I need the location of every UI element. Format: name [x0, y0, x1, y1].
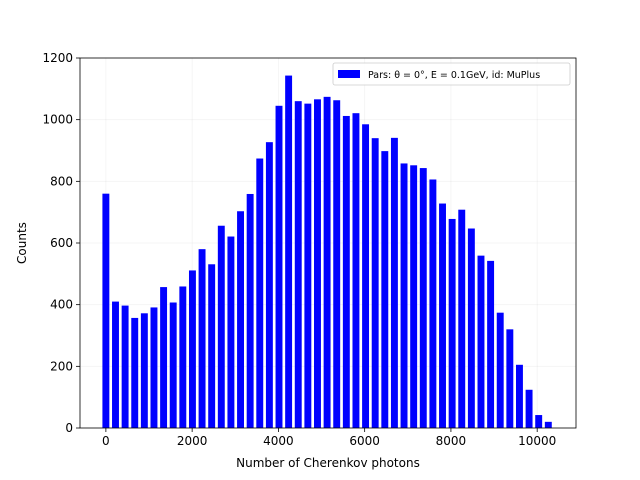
histogram-bar [140, 313, 148, 428]
histogram-bar [131, 317, 139, 428]
histogram-bar [419, 168, 427, 428]
histogram-bar [362, 124, 370, 429]
histogram-bar [169, 302, 177, 428]
histogram-bar [304, 103, 312, 428]
histogram-bar [371, 138, 379, 428]
histogram-bar [544, 421, 552, 428]
legend-label: Pars: θ = 0°, E = 0.1GeV, id: MuPlus [368, 70, 540, 81]
histogram-bar [429, 179, 437, 428]
y-tick-label: 1200 [42, 51, 73, 65]
x-tick-label: 2000 [177, 434, 208, 448]
histogram-bar [285, 75, 293, 428]
histogram-bar [188, 270, 196, 428]
y-axis-label: Counts [15, 222, 29, 264]
histogram-bar [467, 228, 475, 428]
histogram-bar [352, 113, 360, 429]
histogram-bar [246, 193, 254, 428]
histogram-bar [448, 218, 456, 428]
x-ticks: 0 2000 4000 6000 8000 10000 [102, 428, 556, 448]
histogram-bar [496, 312, 504, 428]
x-tick-label: 0 [102, 434, 110, 448]
legend-box [332, 62, 571, 86]
histogram-bar [112, 301, 119, 428]
y-tick-label: 400 [50, 298, 73, 312]
histogram-bar [333, 100, 341, 428]
histogram-bar [515, 364, 523, 428]
x-tick-label: 8000 [436, 434, 467, 448]
x-axis-label: Number of Cherenkov photons [236, 456, 420, 470]
histogram-bar [535, 415, 543, 428]
y-tick-label: 200 [50, 359, 73, 373]
histogram-bar [217, 225, 225, 428]
histogram-bar [439, 203, 446, 428]
histogram-bar [342, 115, 350, 428]
bars-layer [102, 75, 552, 429]
histogram-bar [150, 307, 158, 428]
histogram-bar [227, 236, 235, 428]
legend: Pars: θ = 0°, E = 0.1GeV, id: MuPlus [332, 62, 571, 86]
histogram-bar [410, 165, 418, 429]
x-tick-label: 6000 [349, 434, 380, 448]
histogram-bar [506, 329, 514, 428]
histogram-bar [390, 137, 398, 428]
histogram-bar [198, 249, 206, 428]
y-tick-label: 800 [50, 174, 73, 188]
y-ticks: 0 200 400 600 800 1000 1200 [42, 51, 80, 435]
y-tick-label: 1000 [42, 113, 73, 127]
histogram-bar [208, 264, 216, 428]
histogram-bar [314, 99, 321, 429]
histogram-bar [487, 260, 495, 428]
x-tick-label: 10000 [518, 434, 556, 448]
histogram-bar [400, 163, 408, 428]
histogram-bar [121, 305, 129, 428]
legend-swatch [338, 70, 360, 78]
histogram-bar [294, 101, 302, 429]
y-tick-label: 600 [50, 236, 73, 250]
histogram-bar [275, 105, 283, 429]
histogram-bar [323, 96, 331, 428]
histogram-bar [477, 255, 485, 428]
histogram-bar [458, 209, 466, 428]
histogram-bar [237, 211, 244, 428]
histogram-bar [381, 151, 389, 428]
histogram-bar [160, 287, 168, 428]
histogram-bar [265, 142, 273, 429]
histogram-bar [179, 286, 187, 428]
y-tick-label: 0 [65, 421, 73, 435]
x-tick-label: 4000 [263, 434, 294, 448]
histogram-bar [525, 389, 533, 428]
histogram-bar [102, 193, 110, 428]
histogram-bar [256, 158, 264, 428]
